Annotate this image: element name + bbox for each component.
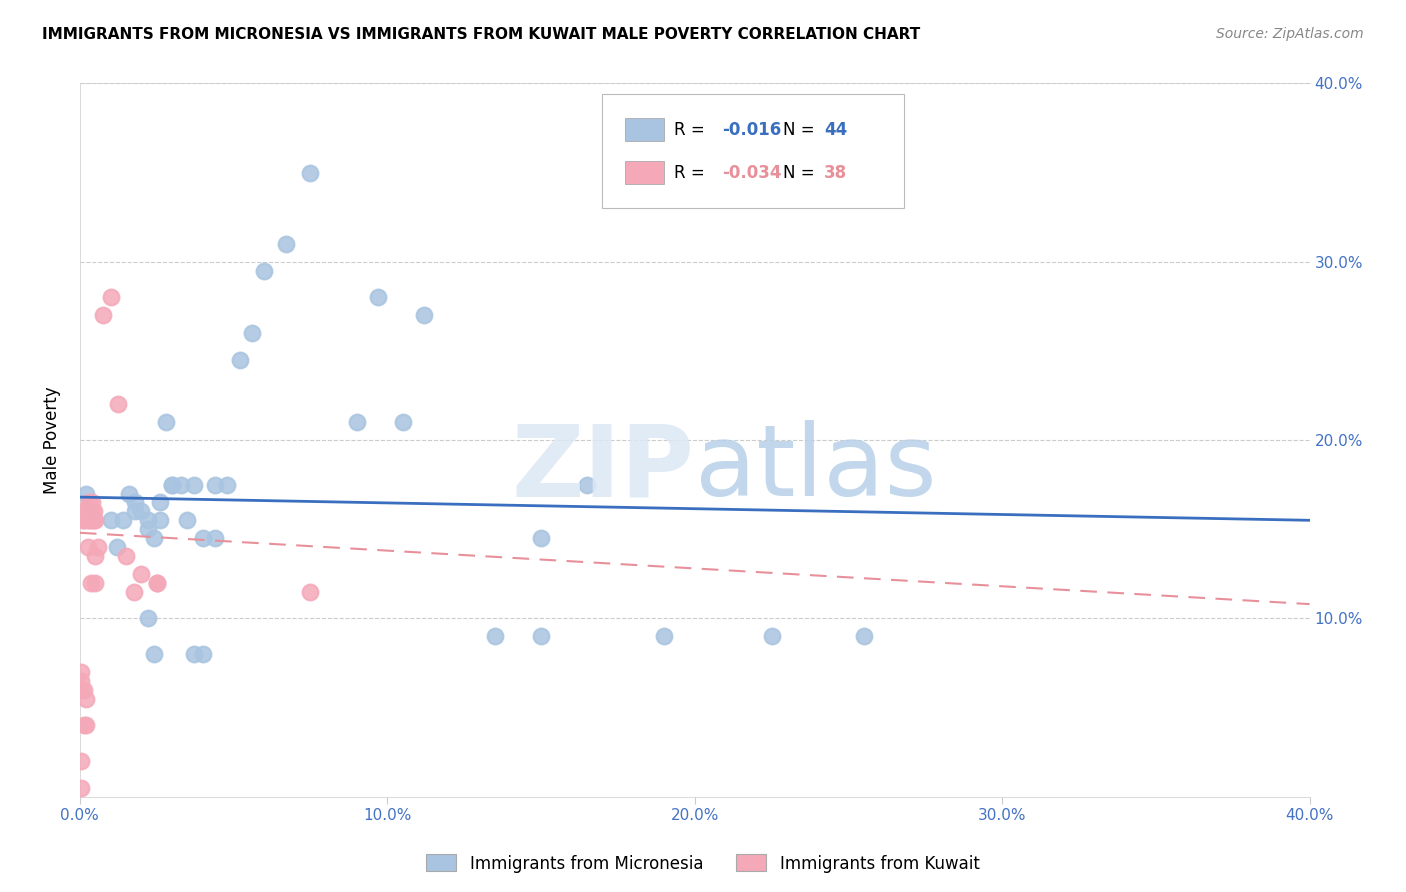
Point — [852, 629, 875, 643]
Point — [484, 629, 506, 643]
Point — [111, 513, 134, 527]
Text: 38: 38 — [824, 163, 846, 182]
Point — [77, 513, 100, 527]
Point — [191, 647, 214, 661]
Point — [84, 549, 107, 563]
Point — [82, 495, 104, 509]
Point — [391, 415, 413, 429]
Point — [83, 513, 105, 527]
Point — [160, 477, 183, 491]
Point — [240, 326, 263, 340]
Point — [75, 486, 97, 500]
Point — [145, 575, 167, 590]
Point — [155, 415, 177, 429]
Point — [75, 718, 97, 732]
Point — [118, 486, 141, 500]
Point — [413, 308, 436, 322]
Point — [70, 665, 93, 679]
Y-axis label: Male Poverty: Male Poverty — [44, 386, 60, 494]
Point — [183, 647, 205, 661]
Text: N =: N = — [783, 120, 820, 139]
Point — [84, 575, 107, 590]
Point — [70, 780, 93, 795]
Point — [72, 504, 94, 518]
Text: R =: R = — [673, 163, 710, 182]
Point — [82, 513, 104, 527]
Point — [77, 504, 100, 518]
Point — [142, 647, 165, 661]
Point — [530, 629, 553, 643]
Point — [122, 584, 145, 599]
Point — [76, 540, 98, 554]
Point — [253, 263, 276, 277]
Legend: Immigrants from Micronesia, Immigrants from Kuwait: Immigrants from Micronesia, Immigrants f… — [419, 847, 987, 880]
Point — [149, 495, 172, 509]
Point — [367, 290, 389, 304]
Text: -0.016: -0.016 — [721, 120, 780, 139]
Point — [73, 682, 96, 697]
Point — [191, 531, 214, 545]
Point — [70, 682, 93, 697]
Point — [124, 495, 146, 509]
Point — [70, 754, 93, 768]
Point — [149, 513, 172, 527]
Point — [145, 575, 167, 590]
Point — [77, 504, 100, 518]
Point — [75, 691, 97, 706]
Point — [170, 477, 193, 491]
Text: R =: R = — [673, 120, 710, 139]
Point — [142, 531, 165, 545]
Text: N =: N = — [783, 163, 820, 182]
Text: IMMIGRANTS FROM MICRONESIA VS IMMIGRANTS FROM KUWAIT MALE POVERTY CORRELATION CH: IMMIGRANTS FROM MICRONESIA VS IMMIGRANTS… — [42, 27, 921, 42]
Point — [217, 477, 239, 491]
Point — [72, 513, 94, 527]
Point — [77, 495, 100, 509]
Point — [761, 629, 783, 643]
Point — [91, 308, 114, 322]
Text: ZIP: ZIP — [512, 420, 695, 517]
Point — [76, 504, 98, 518]
Point — [652, 629, 675, 643]
Point — [73, 513, 96, 527]
Point — [100, 513, 122, 527]
FancyBboxPatch shape — [602, 95, 904, 208]
Point — [136, 522, 159, 536]
FancyBboxPatch shape — [624, 161, 664, 184]
Point — [576, 477, 599, 491]
Text: atlas: atlas — [695, 420, 936, 517]
Point — [82, 504, 104, 518]
Text: Source: ZipAtlas.com: Source: ZipAtlas.com — [1216, 27, 1364, 41]
Point — [299, 584, 322, 599]
Point — [87, 540, 110, 554]
Text: 44: 44 — [824, 120, 846, 139]
FancyBboxPatch shape — [624, 119, 664, 141]
Point — [274, 236, 297, 251]
Point — [83, 504, 105, 518]
Point — [229, 352, 252, 367]
Point — [131, 504, 153, 518]
Point — [346, 415, 368, 429]
Point — [176, 513, 198, 527]
Point — [76, 513, 98, 527]
Point — [79, 504, 101, 518]
Point — [131, 566, 153, 581]
Point — [73, 718, 96, 732]
Point — [115, 549, 138, 563]
Point — [70, 673, 93, 688]
Point — [183, 477, 205, 491]
Point — [100, 290, 122, 304]
Point — [84, 513, 107, 527]
Point — [160, 477, 183, 491]
Point — [79, 575, 101, 590]
Point — [107, 397, 129, 411]
Point — [124, 504, 146, 518]
Point — [204, 477, 226, 491]
Point — [299, 165, 322, 179]
Point — [136, 513, 159, 527]
Point — [204, 531, 226, 545]
Point — [105, 540, 128, 554]
Point — [530, 531, 553, 545]
Text: -0.034: -0.034 — [721, 163, 782, 182]
Point — [136, 611, 159, 625]
